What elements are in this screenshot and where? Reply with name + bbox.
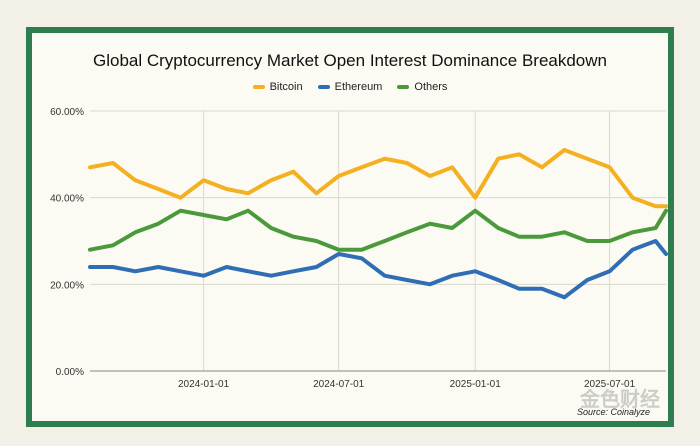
watermark-logo: 金色财经 (580, 389, 660, 411)
y-tick-label: 40.00% (50, 194, 84, 205)
legend-item-ethereum: Ethereum (317, 81, 383, 93)
x-tick-label: 2024-07-01 (313, 379, 365, 390)
legend-swatch-bitcoin (252, 85, 265, 90)
series-line-ethereum (88, 239, 668, 300)
y-tick-label: 0.00% (56, 367, 84, 378)
legend-swatch-others (397, 85, 410, 90)
legend-label-bitcoin: Bitcoin (269, 81, 303, 93)
legend-item-others: Others (397, 81, 447, 93)
source-note: Source: Coinalyze (576, 407, 650, 417)
legend-item-bitcoin: Bitcoin (252, 81, 303, 93)
chart-frame: Global Cryptocurrency Market Open Intere… (26, 27, 674, 427)
legend-label-others: Others (414, 81, 448, 93)
x-tick-label: 2025-01-01 (450, 379, 502, 390)
line-chart: 0.00% 20.00% 40.00% 60.00% 2024-01-01 2024-07… (50, 107, 668, 390)
y-tick-label: 60.00% (50, 107, 84, 118)
chart-title: Global Cryptocurrency Market Open Intere… (92, 51, 607, 70)
y-tick-label: 20.00% (50, 280, 84, 291)
series-line-others (88, 208, 668, 252)
series-line-bitcoin (88, 148, 668, 209)
legend-swatch-ethereum (317, 85, 330, 90)
x-tick-label: 2025-07-01 (584, 379, 636, 390)
chart-legend: Bitcoin Ethereum Others (32, 81, 668, 93)
x-tick-label: 2024-01-01 (178, 379, 230, 390)
legend-label-ethereum: Ethereum (334, 81, 383, 93)
